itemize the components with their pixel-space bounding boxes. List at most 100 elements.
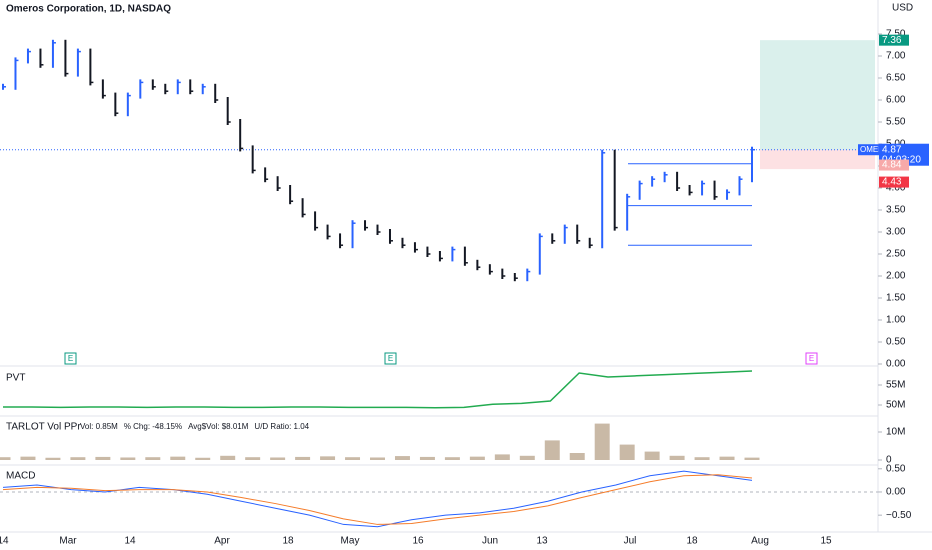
price-bar xyxy=(663,171,668,183)
volume-bar xyxy=(295,456,311,460)
price-bar xyxy=(251,145,256,174)
pane-title: TARLOT Vol PPr xyxy=(6,422,81,433)
price-tag-label: 4.84 xyxy=(882,160,902,171)
price-bar xyxy=(239,119,244,152)
price-bar xyxy=(351,220,356,249)
macd-line xyxy=(2,474,753,525)
price-tag xyxy=(879,159,909,171)
price-bar xyxy=(314,211,319,231)
price-bar xyxy=(513,273,518,282)
y-tick-label: 10M xyxy=(886,427,905,438)
price-bar xyxy=(463,246,468,266)
price-bar xyxy=(364,220,369,231)
price-bar xyxy=(326,224,331,240)
volume-bar xyxy=(544,440,560,460)
price-bar xyxy=(651,176,656,187)
price-bar xyxy=(76,48,81,77)
price-bar xyxy=(176,79,181,95)
earnings-box xyxy=(805,352,818,365)
x-tick-label: 15 xyxy=(820,536,832,547)
price-bar xyxy=(451,246,456,262)
volume-bar xyxy=(444,457,460,460)
volume-bar xyxy=(419,456,435,460)
legend-item: Vol: 0.85M xyxy=(80,422,118,431)
x-tick-label: 18 xyxy=(686,536,698,547)
volume-bar xyxy=(644,451,660,460)
price-bar xyxy=(751,146,755,183)
price-tag-label: 7.36 xyxy=(882,35,902,46)
price-bar xyxy=(538,233,543,275)
y-tick-label: 3.50 xyxy=(886,205,906,216)
x-tick-label: 18 xyxy=(282,536,294,547)
currency: USD xyxy=(892,3,913,14)
volume-bar xyxy=(0,457,11,460)
volume-bar xyxy=(569,453,585,460)
price-bar xyxy=(388,229,393,244)
x-tick-label: 14 xyxy=(124,536,136,547)
x-tick-label: Mar xyxy=(59,536,77,547)
volume-bar xyxy=(694,457,710,460)
symbol-tag xyxy=(858,144,880,156)
volume-bar xyxy=(70,457,86,460)
y-tick-label: 0.00 xyxy=(886,359,906,370)
price-bar xyxy=(39,48,44,68)
volume-bar xyxy=(145,457,161,460)
volume-bar xyxy=(120,457,136,460)
pvt-line xyxy=(3,370,753,409)
y-tick-label: −0.50 xyxy=(886,510,912,521)
x-tick-label: Jun xyxy=(482,536,498,547)
symbol-label: OMER xyxy=(860,145,884,154)
y-tick-label: 6.00 xyxy=(886,95,906,106)
volume-bar xyxy=(20,456,36,460)
earnings-box xyxy=(64,352,77,365)
earnings-label: E xyxy=(68,354,73,363)
price-bar xyxy=(51,39,56,68)
volume-bar xyxy=(469,456,485,460)
price-bar xyxy=(289,185,294,205)
y-tick-label: 6.50 xyxy=(886,73,906,84)
price-bar xyxy=(476,259,481,271)
price-bar xyxy=(563,224,568,244)
x-axis: 14 Mar 14 Apr 18 May 16 Jun 13 Jul 18 Au… xyxy=(0,536,832,547)
price-bar xyxy=(601,149,606,249)
volume-bar xyxy=(619,444,635,460)
price-bar xyxy=(151,79,156,90)
y-tick-label: 2.00 xyxy=(886,271,906,282)
price-bar xyxy=(139,79,144,99)
price-bar xyxy=(413,242,418,253)
price-bar xyxy=(551,233,556,244)
price-bar xyxy=(626,193,631,231)
price-bar xyxy=(688,185,693,196)
y-tick-label: 50M xyxy=(886,400,905,411)
price-bar xyxy=(126,92,131,117)
price-bar xyxy=(101,79,106,99)
macd-line xyxy=(2,470,753,528)
price-bar xyxy=(89,48,94,86)
price-tag-label: 4.43 xyxy=(882,177,902,188)
earnings-markers: E E E xyxy=(64,352,818,365)
price-bar xyxy=(401,237,406,249)
chart-title: Omeros Corporation, 1D, NASDAQ xyxy=(6,4,171,15)
x-tick-label: 14 xyxy=(0,536,9,547)
y-tick-label: 0.00 xyxy=(886,487,906,498)
price-bar xyxy=(189,79,194,95)
y-tick-label: 0 xyxy=(886,455,892,466)
target-zone xyxy=(760,40,875,150)
last-price-label: 4.87 xyxy=(882,144,902,155)
price-bar xyxy=(713,180,718,200)
price-bar xyxy=(264,167,269,183)
y-tick-label: 4.00 xyxy=(886,183,906,194)
volume-bar xyxy=(320,456,336,460)
volume-bar xyxy=(669,455,685,460)
price-bar xyxy=(726,189,731,200)
price-bar xyxy=(376,224,381,235)
price-bar xyxy=(214,83,219,103)
price-bar xyxy=(26,48,31,64)
legend-item: Avg$Vol: $8.01M xyxy=(188,422,249,431)
volume-bar xyxy=(245,457,261,460)
volume-bar xyxy=(519,455,535,460)
y-tick-label: 0.50 xyxy=(886,463,906,474)
legend-item: U/D Ratio: 1.04 xyxy=(254,422,309,431)
price-bar xyxy=(2,83,6,90)
